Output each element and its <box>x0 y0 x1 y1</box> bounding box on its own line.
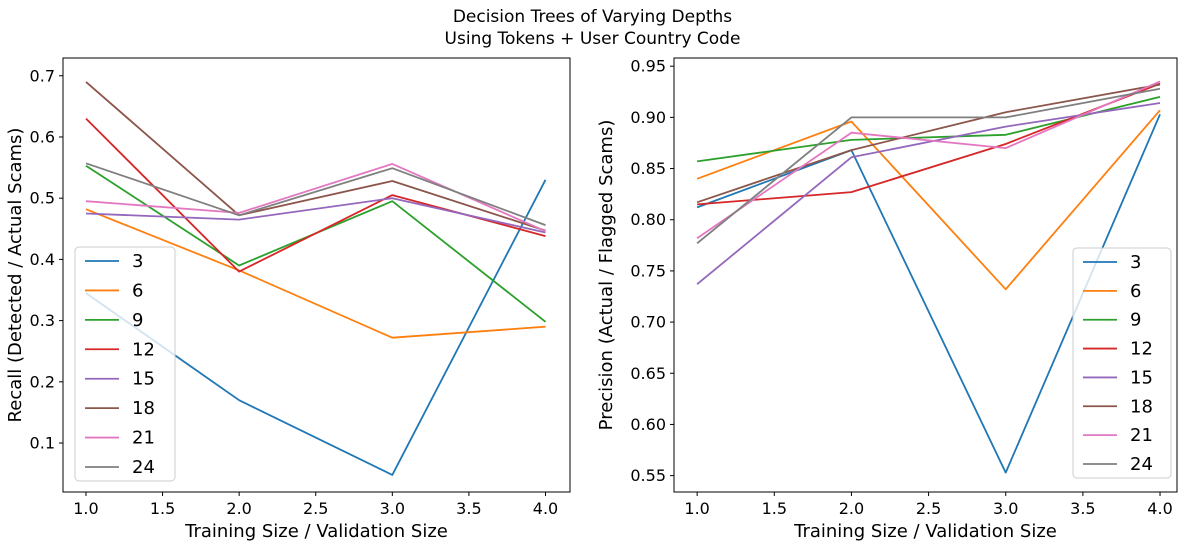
precision-chart: 3 6 9 12 15 18 21 24 1.0 1.5 2.0 2.5 3.0 3.5 4.0 0.55 0.… <box>596 57 1178 542</box>
figure-title-line2: Using Tokens + User Country Code <box>444 29 741 49</box>
legend-label-depth-3: 3 <box>1130 252 1141 273</box>
y-tick-label: 0.55 <box>630 466 666 485</box>
y-tick-label: 0.1 <box>30 434 55 453</box>
legend-label-depth-12: 12 <box>1130 339 1153 360</box>
legend-label-depth-3: 3 <box>132 251 143 272</box>
legend-label-depth-6: 6 <box>132 280 143 301</box>
series-line-depth-6 <box>85 208 546 339</box>
x-tick-label: 3.5 <box>456 499 481 518</box>
x-tick-label: 2.0 <box>839 499 864 518</box>
y-axis-label: Precision (Actual / Flagged Scams) <box>596 120 617 431</box>
y-tick-label: 0.75 <box>630 261 666 280</box>
x-axis-label: Training Size / Validation Size <box>184 521 448 542</box>
x-tick-label: 4.0 <box>533 499 558 518</box>
axes-spines <box>673 57 1178 493</box>
legend-label-depth-15: 15 <box>1130 367 1153 388</box>
x-tick-label: 2.5 <box>916 499 941 518</box>
series-line-depth-24 <box>85 162 546 226</box>
x-tick-label: 1.5 <box>150 499 175 518</box>
x-tick-label: 2.5 <box>303 499 328 518</box>
legend-box <box>1072 247 1172 479</box>
x-tick-label: 4.0 <box>1147 499 1172 518</box>
legend-label-depth-18: 18 <box>1130 396 1153 417</box>
y-tick-label: 0.95 <box>630 57 666 76</box>
axes-spines <box>62 57 571 493</box>
legend-label-depth-21: 21 <box>132 428 155 449</box>
x-tick-label: 1.0 <box>73 499 98 518</box>
y-tick-label: 0.85 <box>630 159 666 178</box>
y-tick-label: 0.7 <box>30 66 55 85</box>
y-tick-label: 0.70 <box>630 313 666 332</box>
legend-label-depth-24: 24 <box>1130 454 1153 475</box>
figure-title: Decision Trees of Varying Depths Using T… <box>0 6 1185 50</box>
x-tick-label: 2.0 <box>226 499 251 518</box>
series-line-depth-12 <box>697 82 1161 206</box>
legend-label-depth-6: 6 <box>1130 281 1141 302</box>
y-tick-label: 0.90 <box>630 108 666 127</box>
legend: 3 6 9 12 15 18 21 24 <box>1072 247 1172 479</box>
recall-chart: 3 6 9 12 15 18 21 24 1.0 1.5 2.0 2.5 3.0 3.5 4.0 0.1 0.2… <box>5 57 571 542</box>
legend-label-depth-15: 15 <box>132 369 155 390</box>
x-tick-label: 1.0 <box>684 499 709 518</box>
x-axis-label: Training Size / Validation Size <box>793 521 1057 542</box>
series-line-depth-24 <box>696 87 1161 244</box>
y-tick-label: 0.65 <box>630 364 666 383</box>
x-tick-label: 3.0 <box>380 499 405 518</box>
series-line-depth-15 <box>85 197 546 234</box>
y-tick-label: 0.5 <box>30 189 55 208</box>
y-axis-label: Recall (Detected / Actual Scams) <box>5 128 26 423</box>
legend-box <box>74 246 176 482</box>
series-line-depth-9 <box>696 96 1161 163</box>
figure-title-line1: Decision Trees of Varying Depths <box>452 7 733 27</box>
legend-label-depth-9: 9 <box>1130 310 1141 331</box>
legend: 3 6 9 12 15 18 21 24 <box>74 246 176 482</box>
series-line-depth-18 <box>85 81 546 232</box>
series-line-depth-18 <box>696 83 1161 204</box>
y-tick-label: 0.4 <box>30 250 55 269</box>
x-tick-label: 1.5 <box>762 499 787 518</box>
series-line-depth-21 <box>696 80 1161 239</box>
y-tick-label: 0.60 <box>630 415 666 434</box>
legend-label-depth-24: 24 <box>132 457 155 478</box>
legend-label-depth-18: 18 <box>132 398 155 419</box>
y-tick-label: 0.2 <box>30 372 55 391</box>
legend-label-depth-12: 12 <box>132 339 155 360</box>
y-tick-label: 0.3 <box>30 311 55 330</box>
y-tick-label: 0.80 <box>630 210 666 229</box>
x-tick-label: 3.5 <box>1070 499 1095 518</box>
legend-label-depth-21: 21 <box>1130 425 1153 446</box>
legend-label-depth-9: 9 <box>132 310 143 331</box>
y-tick-label: 0.6 <box>30 127 55 146</box>
x-tick-label: 3.0 <box>993 499 1018 518</box>
